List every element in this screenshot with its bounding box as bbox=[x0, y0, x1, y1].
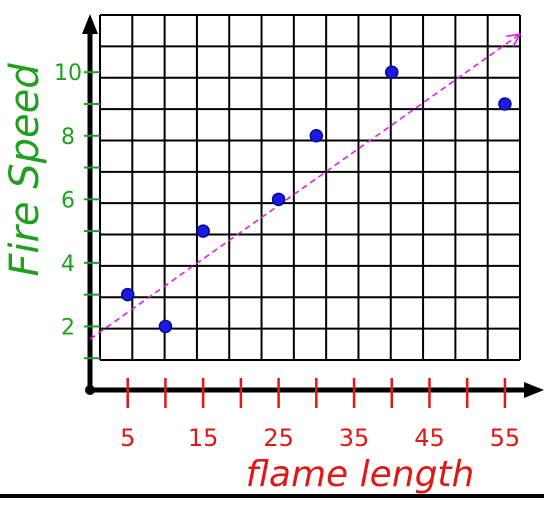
data-point bbox=[309, 129, 324, 143]
x-ticks: 5 15 25 35 45 55 bbox=[120, 378, 520, 452]
y-tick-label: 4 bbox=[61, 252, 75, 277]
x-tick-label: 35 bbox=[339, 424, 370, 452]
trend-line bbox=[89, 33, 521, 340]
data-point bbox=[498, 97, 512, 111]
grid bbox=[99, 14, 521, 361]
y-tick-label: 8 bbox=[61, 125, 75, 150]
y-ticks: 2 4 6 8 10 bbox=[54, 61, 100, 360]
y-tick-label: 2 bbox=[61, 315, 75, 340]
y-axis-arrow bbox=[82, 14, 98, 34]
y-tick-label: 10 bbox=[54, 61, 82, 86]
y-axis-label: Fire Speed bbox=[2, 63, 48, 277]
axes bbox=[82, 14, 544, 398]
origin-dot bbox=[85, 385, 95, 395]
data-point bbox=[271, 192, 286, 207]
trend-line-group bbox=[89, 33, 522, 340]
x-tick-label: 55 bbox=[490, 424, 521, 452]
x-tick-label: 15 bbox=[188, 424, 219, 452]
x-tick-label: 45 bbox=[414, 424, 445, 452]
y-tick-label: 6 bbox=[61, 188, 75, 213]
trend-line-arrow bbox=[506, 33, 522, 47]
data-point bbox=[120, 287, 135, 302]
data-point bbox=[196, 224, 210, 238]
x-axis-arrow bbox=[524, 382, 544, 398]
x-axis-label: flame length bbox=[246, 454, 475, 495]
data-point bbox=[158, 319, 173, 334]
data-points bbox=[120, 65, 512, 334]
data-point bbox=[385, 65, 399, 79]
x-tick-label: 25 bbox=[263, 424, 294, 452]
x-tick-label: 5 bbox=[120, 424, 135, 452]
